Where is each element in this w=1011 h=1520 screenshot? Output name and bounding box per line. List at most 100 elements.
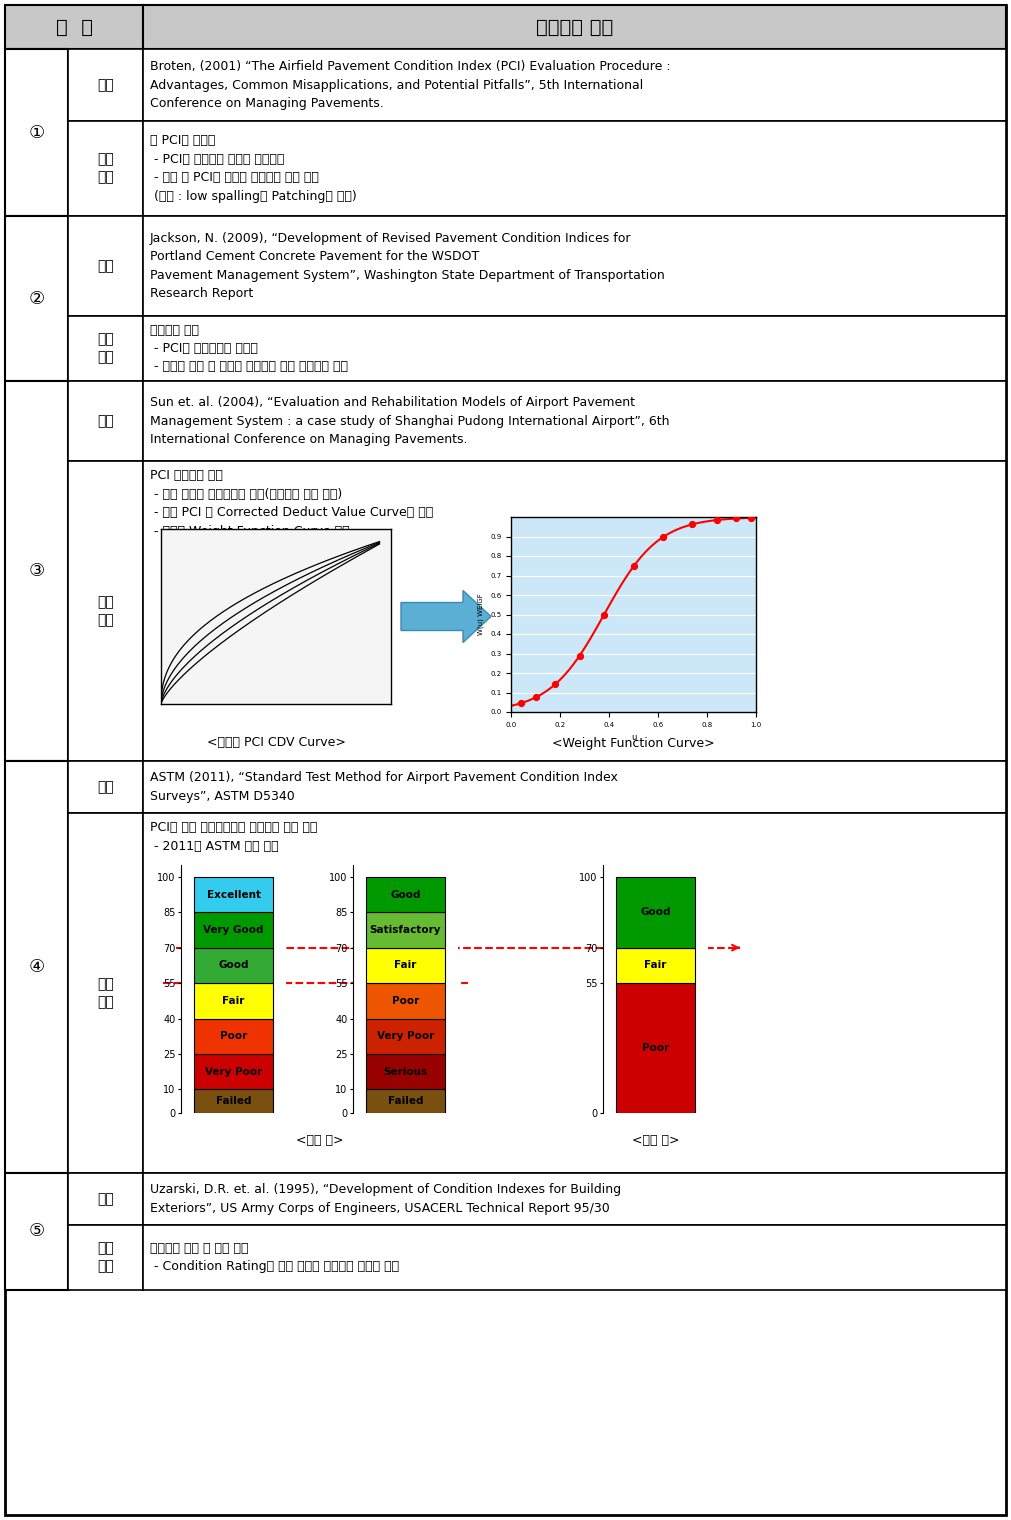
Bar xyxy=(366,947,445,983)
Text: 주요
내용: 주요 내용 xyxy=(97,333,114,365)
Text: 문헌: 문헌 xyxy=(97,78,114,93)
Bar xyxy=(366,912,445,947)
Text: ②: ② xyxy=(28,289,44,307)
Bar xyxy=(143,461,1006,762)
Bar xyxy=(68,382,143,461)
Text: <기존의 PCI CDV Curve>: <기존의 PCI CDV Curve> xyxy=(206,737,346,749)
Text: Failed: Failed xyxy=(388,1096,424,1107)
Bar xyxy=(143,5,1006,49)
Text: Jackson, N. (2009), “Development of Revised Pavement Condition Indices for
Portl: Jackson, N. (2009), “Development of Revi… xyxy=(150,231,665,301)
Text: <개정 후>: <개정 후> xyxy=(632,1134,679,1148)
Text: Serious: Serious xyxy=(383,1067,428,1076)
Text: ①: ① xyxy=(28,123,44,141)
Bar xyxy=(68,49,143,122)
Text: 현 PCI의 문제점
 - PCI와 보수보강 기준이 비합리적
 - 보수 후 PCI가 오히려 낙아지는 경우 발생
 (예시 : low spalling: 현 PCI의 문제점 - PCI와 보수보강 기준이 비합리적 - 보수 후 P… xyxy=(150,134,357,202)
Text: PCI 산출방법 개선
 - 중국 상하이 국제공항을 대상(콘크리트 포장 포함)
 - 기존 PCI 의 Corrected Deduct Value Cu: PCI 산출방법 개선 - 중국 상하이 국제공항을 대상(콘크리트 포장 포함… xyxy=(150,470,434,538)
Bar xyxy=(194,983,273,1018)
Text: 주요
내용: 주요 내용 xyxy=(97,152,114,185)
Bar xyxy=(68,1225,143,1290)
Bar xyxy=(5,49,68,216)
Text: Very Poor: Very Poor xyxy=(205,1067,262,1076)
Bar xyxy=(194,1018,273,1053)
Point xyxy=(709,508,725,532)
Bar xyxy=(68,216,143,316)
Text: Poor: Poor xyxy=(392,996,420,1006)
Bar xyxy=(143,316,1006,382)
Bar xyxy=(616,947,695,983)
Text: ③: ③ xyxy=(28,562,44,581)
Bar xyxy=(143,813,1006,1173)
Bar xyxy=(366,877,445,912)
Text: Fair: Fair xyxy=(644,961,666,970)
Text: Excellent: Excellent xyxy=(206,889,261,900)
Point xyxy=(655,524,671,549)
Text: 주요
내용: 주요 내용 xyxy=(97,977,114,1009)
Text: ASTM (2011), “Standard Test Method for Airport Pavement Condition Index
Surveys”: ASTM (2011), “Standard Test Method for A… xyxy=(150,771,618,803)
Text: Good: Good xyxy=(218,961,249,970)
Text: 보수보강 방법 및 기준 제시
 - Condition Rating에 따른 구체적 보수보강 방법을 제시: 보수보강 방법 및 기준 제시 - Condition Rating에 따른 구… xyxy=(150,1242,399,1274)
Text: Broten, (2001) “The Airfield Pavement Condition Index (PCI) Evaluation Procedure: Broten, (2001) “The Airfield Pavement Co… xyxy=(150,59,670,109)
Bar xyxy=(143,1173,1006,1225)
Bar xyxy=(143,49,1006,122)
Bar xyxy=(366,1018,445,1053)
Text: Very Good: Very Good xyxy=(203,926,264,935)
Text: <Weight Function Curve>: <Weight Function Curve> xyxy=(552,737,715,749)
Text: Good: Good xyxy=(640,907,670,917)
Text: 주요
내용: 주요 내용 xyxy=(97,1242,114,1274)
Text: Sun et. al. (2004), “Evaluation and Rehabilitation Models of Airport Pavement
Ma: Sun et. al. (2004), “Evaluation and Reha… xyxy=(150,397,669,445)
Bar xyxy=(5,5,143,49)
Bar xyxy=(366,1090,445,1113)
Bar xyxy=(143,122,1006,216)
Text: ④: ④ xyxy=(28,958,44,976)
Point xyxy=(528,686,544,710)
Bar xyxy=(143,216,1006,316)
Bar xyxy=(5,1173,68,1290)
Bar xyxy=(194,947,273,983)
Text: Very Poor: Very Poor xyxy=(377,1031,434,1041)
Bar xyxy=(68,122,143,216)
Bar xyxy=(68,813,143,1173)
Bar xyxy=(68,1173,143,1225)
Y-axis label: W(u) WEIGF: W(u) WEIGF xyxy=(478,594,484,635)
Text: 구  분: 구 분 xyxy=(56,18,92,36)
Point xyxy=(596,602,613,626)
Text: 문헌: 문헌 xyxy=(97,413,114,429)
Bar xyxy=(143,382,1006,461)
Bar xyxy=(194,1090,273,1113)
Text: Good: Good xyxy=(390,889,421,900)
Text: Fair: Fair xyxy=(222,996,245,1006)
Point xyxy=(684,512,701,537)
Point xyxy=(626,555,642,579)
Text: ⑤: ⑤ xyxy=(28,1222,44,1240)
Text: Fair: Fair xyxy=(394,961,417,970)
Text: 결함항목 정의
 - PCI의 결함항목을 단순화
 - 환경적 요인 및 재료의 영향으로 인한 결함항목 제외: 결함항목 정의 - PCI의 결함항목을 단순화 - 환경적 요인 및 재료의 … xyxy=(150,324,348,374)
Bar xyxy=(5,382,68,762)
Bar xyxy=(68,316,143,382)
X-axis label: u: u xyxy=(631,733,636,742)
Text: 문헌고찰 결과: 문헌고찰 결과 xyxy=(536,18,613,36)
Bar xyxy=(194,912,273,947)
Point xyxy=(513,692,529,716)
Text: 문헌: 문헌 xyxy=(97,258,114,274)
Bar xyxy=(143,762,1006,813)
Point xyxy=(547,672,563,696)
Text: <개정 전>: <개정 전> xyxy=(296,1134,344,1148)
Text: PCI와 보수 필요여부와의 비합리적 관계 개선
 - 2011년 ASTM 기준 개정: PCI와 보수 필요여부와의 비합리적 관계 개선 - 2011년 ASTM 기… xyxy=(150,821,317,853)
Bar xyxy=(143,1225,1006,1290)
FancyArrow shape xyxy=(401,590,491,643)
Point xyxy=(743,506,759,530)
Bar xyxy=(68,461,143,762)
Text: Satisfactory: Satisfactory xyxy=(370,926,441,935)
Text: Poor: Poor xyxy=(642,1043,669,1053)
Bar xyxy=(616,983,695,1113)
Bar xyxy=(5,216,68,382)
Bar xyxy=(366,983,445,1018)
Text: 문헌: 문헌 xyxy=(97,780,114,793)
Point xyxy=(571,643,587,667)
Text: 주요
내용: 주요 내용 xyxy=(97,594,114,628)
Bar xyxy=(5,762,68,1173)
Point xyxy=(728,506,744,530)
Bar xyxy=(194,877,273,912)
Text: 문헌: 문헌 xyxy=(97,1192,114,1205)
Bar xyxy=(366,1053,445,1090)
